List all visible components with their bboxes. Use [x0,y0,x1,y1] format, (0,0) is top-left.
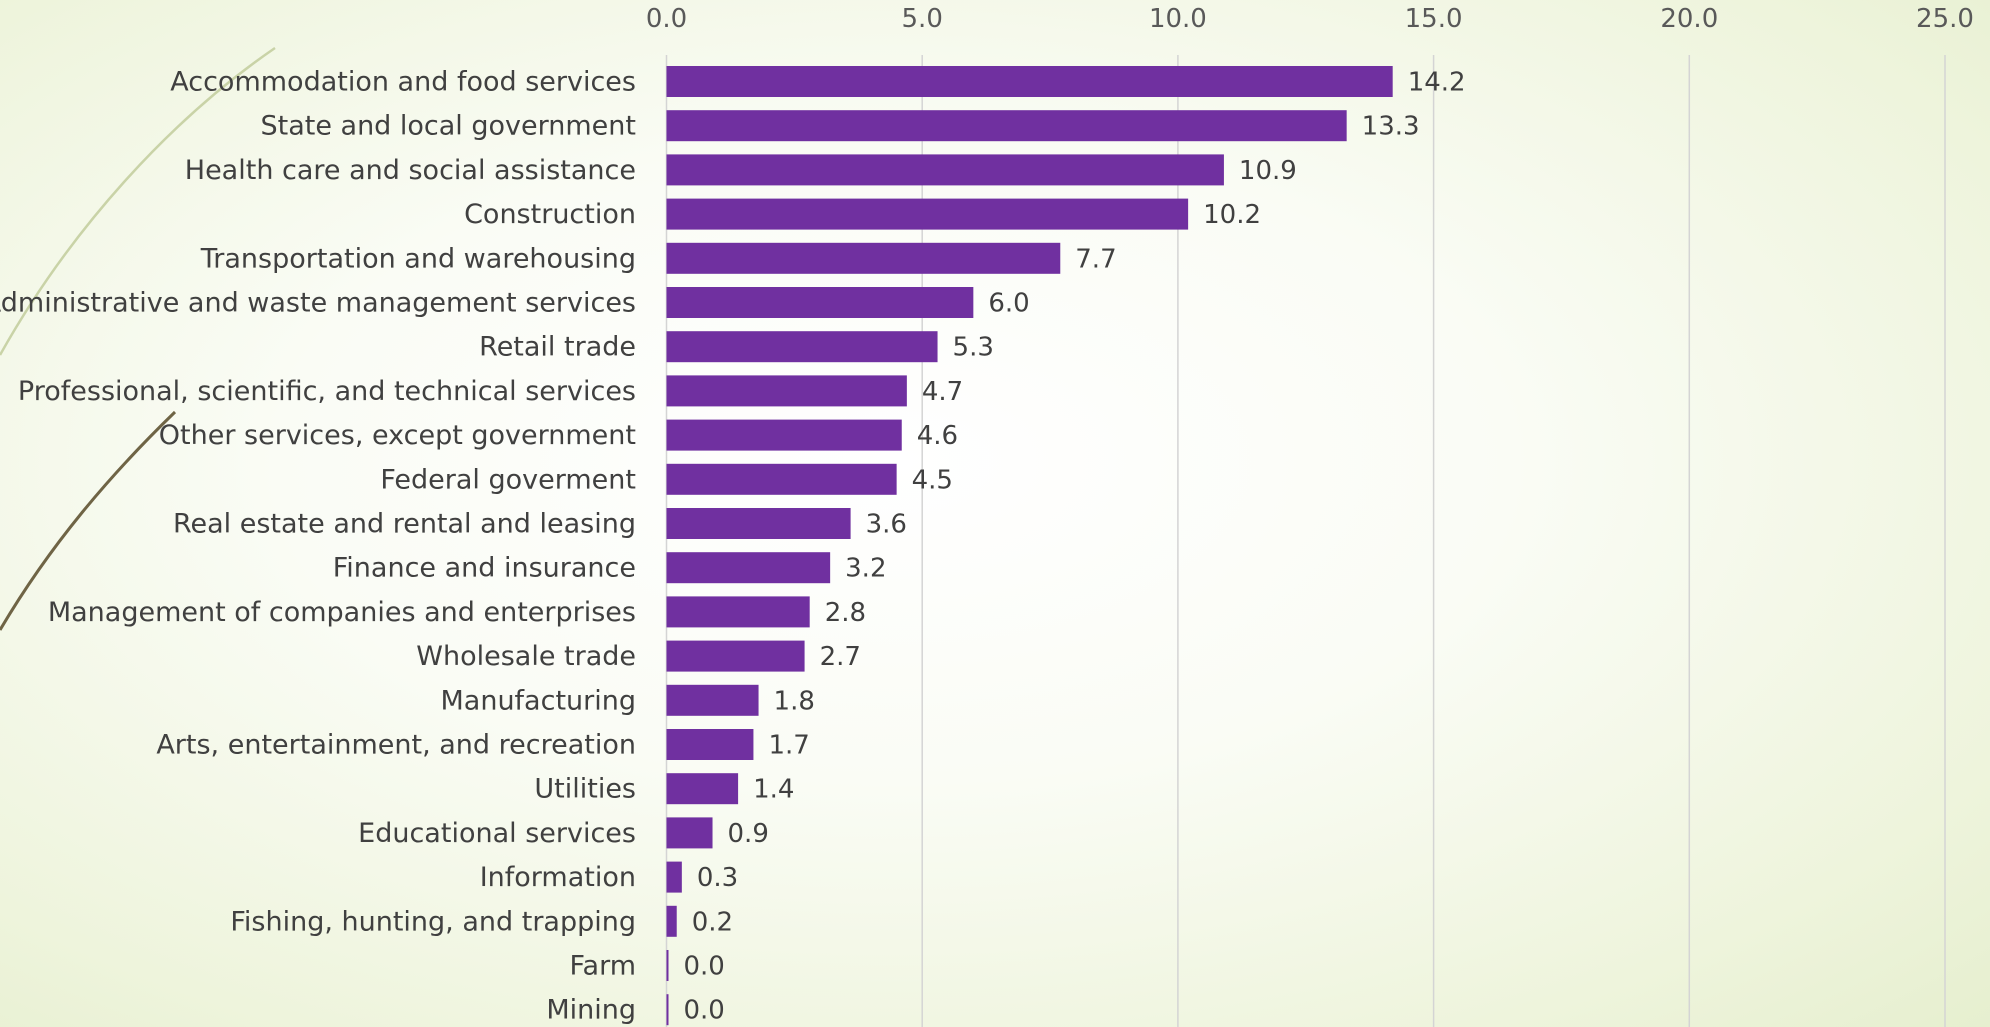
data-label: 6.0 [988,289,1029,319]
data-label: 1.8 [774,686,815,716]
category-label: Real estate and rental and leasing [173,509,636,540]
category-label: Professional, scientific, and technical … [18,376,636,407]
category-label: Construction [464,199,636,230]
bar [666,66,1393,97]
data-label: 10.9 [1239,156,1297,186]
bar [666,773,739,805]
bar [666,950,669,981]
bar [666,419,902,451]
category-label: Other services, except government [159,420,636,451]
category-label: Federal goverment [380,464,636,495]
bar [666,110,1347,142]
category-label: Farm [569,951,636,982]
data-label: 0.3 [697,863,738,893]
data-label: 2.7 [820,642,861,672]
x-axis-ticks: 0.0 5.0 10.0 15.0 20.0 25.0 [646,4,1974,34]
data-labels: 14.2 13.3 10.9 10.2 7.7 6.0 5.3 4.7 4.6 4.53.6 3.2… [684,68,1466,1026]
category-label: Retail trade [479,332,636,363]
bar [666,817,713,849]
category-label: Accommodation and food services [170,67,636,98]
data-label: 1.7 [768,731,809,761]
x-tick-label: 10.0 [1149,4,1207,34]
bar [666,198,1189,230]
category-label: Transportation and warehousing [200,243,636,274]
bar [666,994,669,1026]
category-label: Management of companies and enterprises [48,597,636,628]
data-label: 14.2 [1408,68,1466,98]
category-label: Health care and social assistance [185,155,636,186]
category-label: Mining [546,995,636,1026]
data-label: 4.5 [912,465,953,495]
bar [666,242,1061,274]
category-labels: Accommodation and food services State and… [0,67,636,1026]
bar [666,684,759,716]
bar [666,508,851,539]
bar [666,596,810,628]
data-label: 4.7 [922,377,963,407]
data-label: 0.0 [684,996,725,1026]
bar [666,463,897,495]
data-label: 0.0 [684,952,725,982]
category-label: Administrative and waste management serv… [0,288,636,319]
category-label: Manufacturing [440,685,636,716]
bar [666,552,831,584]
data-label: 0.2 [692,907,733,937]
x-tick-label: 15.0 [1405,4,1463,34]
data-label: 1.4 [753,775,794,805]
bar [666,640,805,672]
bar [666,331,938,363]
data-label: 2.8 [825,598,866,628]
data-label: 5.3 [953,333,994,363]
category-label: State and local government [260,111,636,142]
x-tick-label: 5.0 [902,4,943,34]
data-label: 3.2 [845,554,886,584]
data-label: 4.6 [917,421,958,451]
bar [666,861,682,893]
category-label: Fishing, hunting, and trapping [230,906,636,937]
category-label: Finance and insurance [333,553,636,584]
decorative-swoosh-dark [0,410,177,631]
decorative-swoosh-light [0,46,276,356]
data-label: 13.3 [1362,112,1420,142]
x-tick-label: 20.0 [1660,4,1718,34]
category-label: Educational services [358,818,636,849]
data-label: 7.7 [1075,244,1116,274]
category-label: Arts, entertainment, and recreation [156,730,636,761]
bar [666,375,907,407]
category-label: Information [480,862,636,893]
category-label: Utilities [534,774,636,805]
bars [666,66,1393,1026]
bar [666,729,754,760]
data-label: 3.6 [866,510,907,540]
bar [666,154,1224,186]
bar [666,287,974,318]
x-tick-label: 25.0 [1916,4,1974,34]
category-label: Wholesale trade [416,641,636,672]
data-label: 0.9 [728,819,769,849]
x-tick-label: 0.0 [646,4,687,34]
bar [666,905,677,937]
data-label: 10.2 [1203,200,1261,230]
